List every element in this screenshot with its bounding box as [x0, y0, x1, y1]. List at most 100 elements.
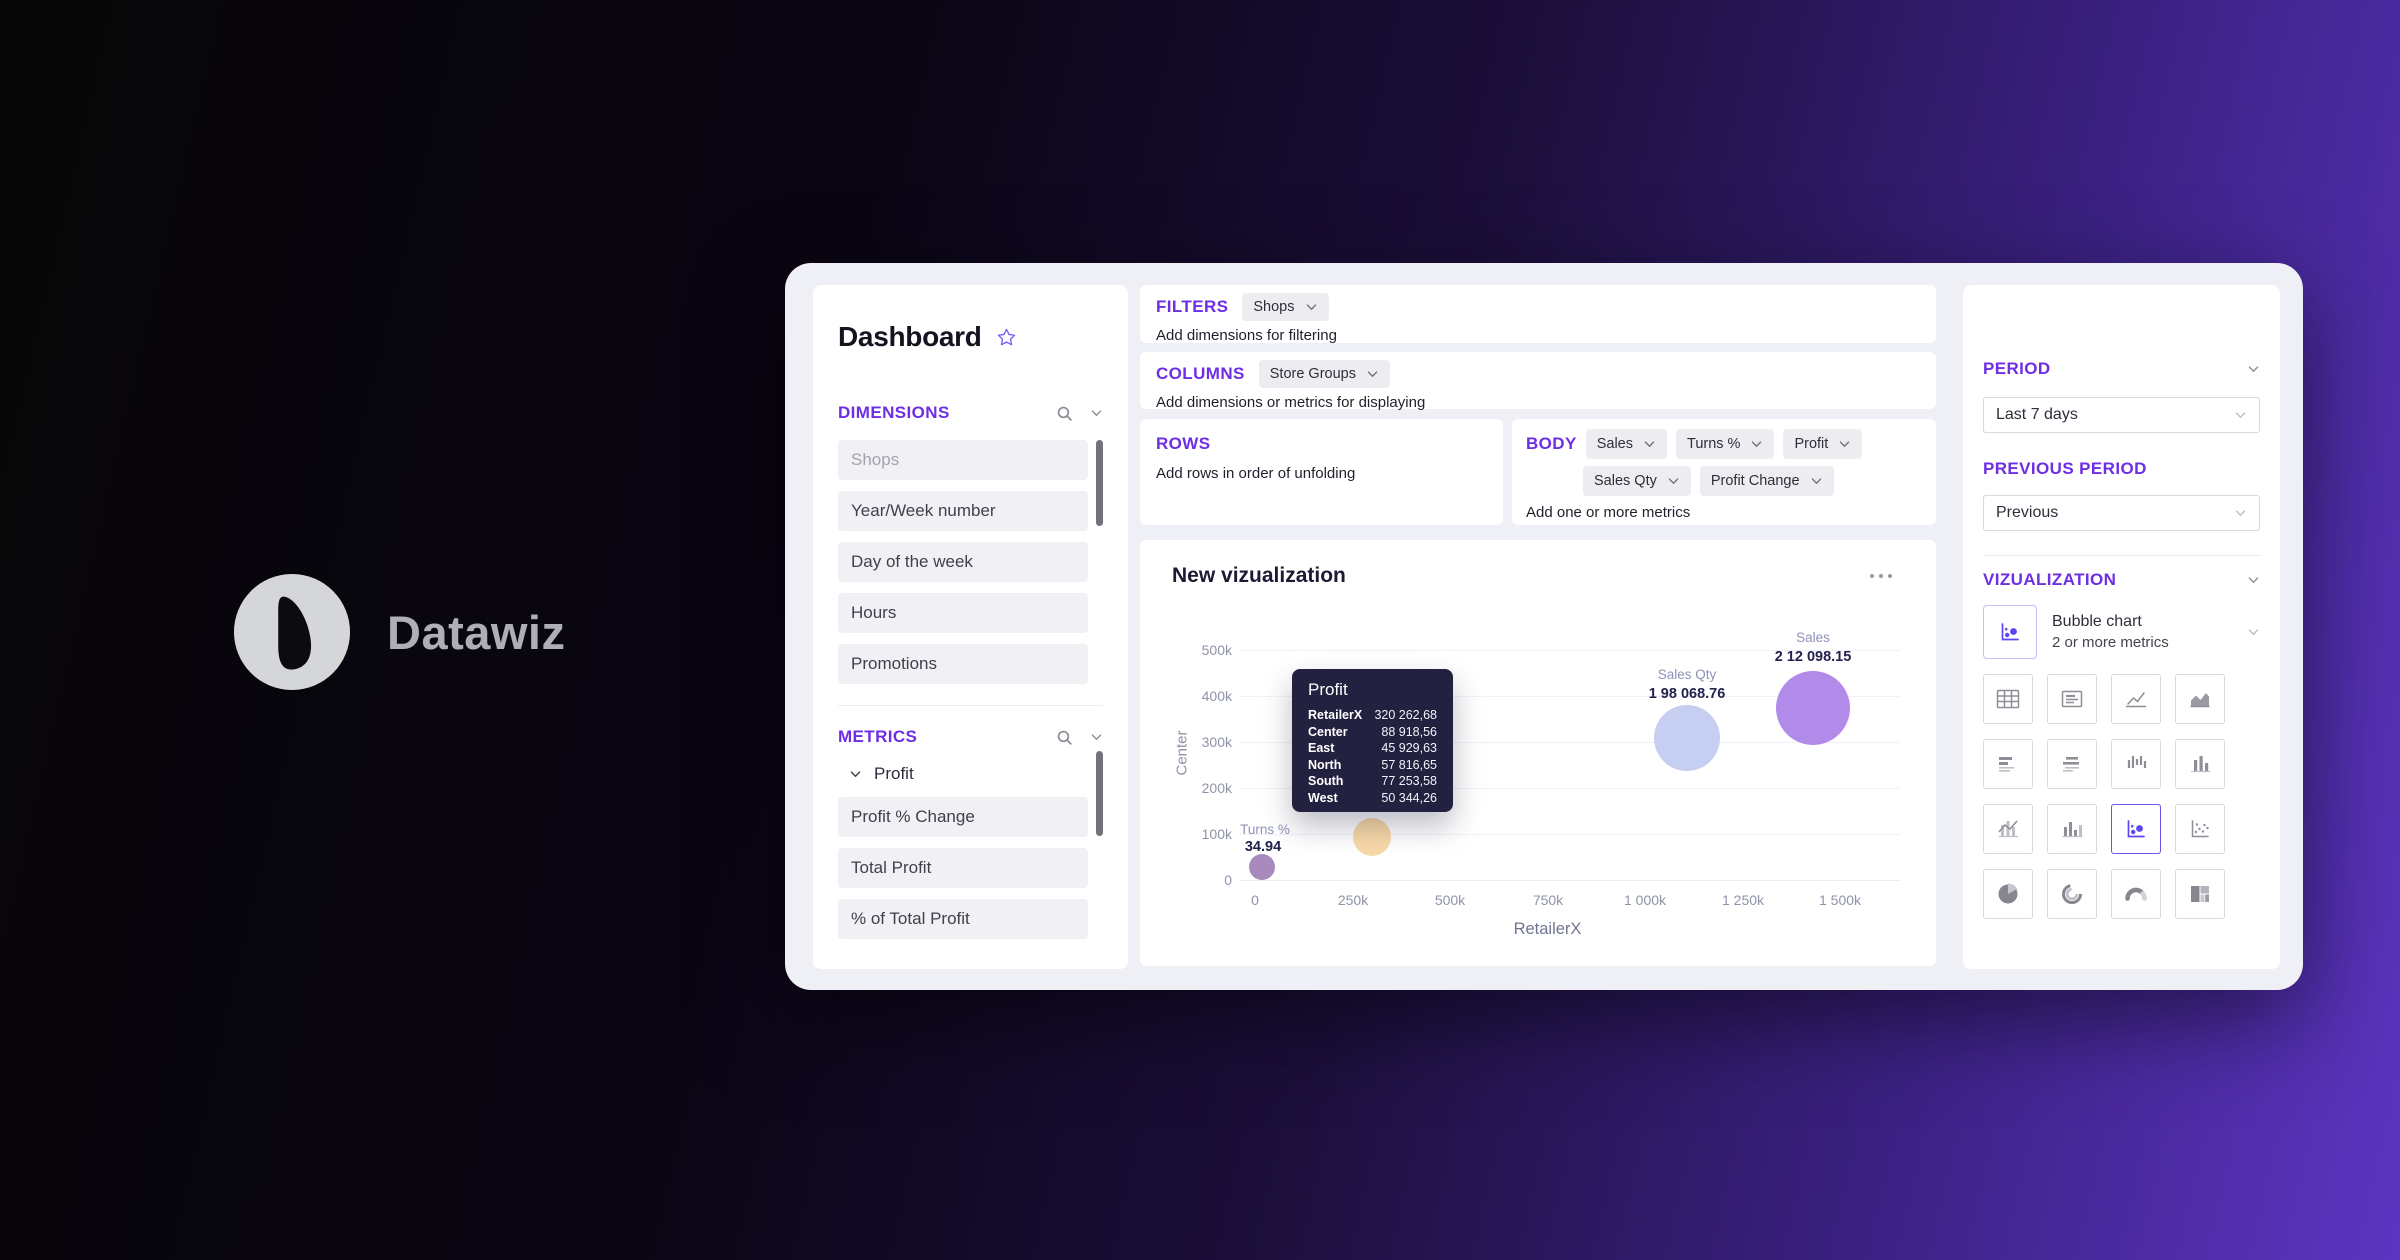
- viz-type-column-thin[interactable]: [2111, 739, 2161, 789]
- viz-type-pie-chart[interactable]: [1983, 869, 2033, 919]
- previous-period-select[interactable]: Previous: [1983, 495, 2260, 531]
- chevron-down-icon[interactable]: [1090, 407, 1103, 420]
- viz-type-area-chart[interactable]: [2175, 674, 2225, 724]
- chip-label: Shops: [1253, 299, 1295, 315]
- body-chip-sales-qty[interactable]: Sales Qty: [1583, 466, 1691, 496]
- viz-type-gauge[interactable]: [2111, 869, 2161, 919]
- donut-chart-icon: [2062, 884, 2082, 904]
- bubble-turns[interactable]: [1249, 854, 1275, 880]
- viz-type-column-grouped[interactable]: [2047, 804, 2097, 854]
- bubble-label: Sales Qty: [1657, 667, 1717, 682]
- bubble-value: 2 12 098.15: [1774, 649, 1852, 665]
- chevron-down-icon: [1306, 303, 1316, 310]
- metric-item[interactable]: Profit % Change: [838, 797, 1088, 837]
- metrics-list: Profit % Change Total Profit % of Total …: [838, 751, 1103, 939]
- bubble-profit[interactable]: [1353, 818, 1391, 856]
- rows-label: ROWS: [1156, 434, 1211, 453]
- body-chip-turns[interactable]: Turns %: [1676, 429, 1775, 459]
- viz-type-bubble-chart[interactable]: [2111, 804, 2161, 854]
- tooltip-row: RetailerX 320 262,68: [1308, 708, 1437, 722]
- filter-chip-shops[interactable]: Shops: [1242, 293, 1329, 321]
- x-tick: 500k: [1434, 892, 1466, 908]
- search-icon[interactable]: [1056, 405, 1073, 422]
- chip-label: Profit: [1794, 436, 1829, 452]
- page-title: Dashboard: [838, 321, 982, 352]
- datawiz-logo: Datawiz: [233, 573, 566, 691]
- chevron-down-icon: [1668, 477, 1679, 484]
- body-label: BODY: [1526, 434, 1577, 453]
- bubble-sales-qty[interactable]: [1654, 705, 1720, 771]
- viz-type-table[interactable]: [1983, 674, 2033, 724]
- x-tick: 1 500k: [1818, 892, 1862, 908]
- viz-type-scatter-plot[interactable]: [2175, 804, 2225, 854]
- metric-group-profit[interactable]: Profit: [849, 764, 1103, 784]
- datawiz-logo-mark: [233, 573, 351, 691]
- dimension-item[interactable]: Shops: [838, 440, 1088, 480]
- chip-label: Sales Qty: [1594, 473, 1657, 489]
- gridline: [1240, 696, 1900, 697]
- combo-chart-icon: [1998, 820, 2018, 838]
- dimension-item[interactable]: Promotions: [838, 644, 1088, 684]
- viz-type-bar-horizontal-grouped[interactable]: [2047, 739, 2097, 789]
- scrollbar[interactable]: [1096, 751, 1103, 836]
- chevron-down-icon: [2235, 509, 2246, 516]
- tooltip-row: East 45 929,63: [1308, 741, 1437, 756]
- bubble-label: Sales: [1796, 630, 1830, 645]
- metric-item[interactable]: % of Total Profit: [838, 899, 1088, 939]
- bubble-chart-icon: [2127, 820, 2145, 838]
- metric-item[interactable]: Total Profit: [838, 848, 1088, 888]
- viz-type-combo-chart[interactable]: [1983, 804, 2033, 854]
- bubble-sales[interactable]: [1776, 671, 1850, 745]
- chevron-down-icon[interactable]: [1090, 731, 1103, 744]
- dimension-item[interactable]: Hours: [838, 593, 1088, 633]
- period-value: Last 7 days: [1996, 406, 2078, 423]
- chevron-down-icon: [1367, 370, 1378, 377]
- x-tick: 250k: [1337, 892, 1369, 908]
- gauge-icon: [2125, 887, 2147, 901]
- previous-period-header: PREVIOUS PERIOD: [1983, 459, 2147, 478]
- body-card: BODY Sales Turns % Profit Sales Qty: [1512, 419, 1936, 525]
- body-chip-sales[interactable]: Sales: [1585, 429, 1667, 459]
- period-header: PERIOD: [1983, 359, 2051, 378]
- selected-viz-desc: 2 or more metrics: [2052, 634, 2169, 651]
- viz-type-line-chart[interactable]: [2111, 674, 2161, 724]
- dimension-item[interactable]: Day of the week: [838, 542, 1088, 582]
- bubble-chart-icon: [1983, 605, 2037, 659]
- search-icon[interactable]: [1056, 729, 1073, 746]
- scrollbar[interactable]: [1096, 440, 1103, 526]
- gridline: [1240, 834, 1900, 835]
- dimensions-list: Shops Year/Week number Day of the week H…: [838, 440, 1103, 684]
- chevron-down-icon[interactable]: [2247, 574, 2260, 587]
- dimension-item[interactable]: Year/Week number: [838, 491, 1088, 531]
- chevron-down-icon[interactable]: [2247, 363, 2260, 376]
- y-tick: 300k: [1201, 734, 1232, 750]
- bubble-value: 34.94: [1244, 839, 1282, 855]
- tooltip-row: South 77 253,58: [1308, 774, 1437, 789]
- sidebar-divider: [838, 705, 1103, 706]
- gridline: [1240, 788, 1900, 789]
- viz-type-treemap[interactable]: [2175, 869, 2225, 919]
- app-window: Dashboard DIMENSIONS Shops Year/Week num…: [785, 263, 2303, 990]
- viz-type-column-chart[interactable]: [2175, 739, 2225, 789]
- chevron-down-icon: [1644, 440, 1655, 447]
- column-chip-store-groups[interactable]: Store Groups: [1258, 360, 1390, 388]
- period-select[interactable]: Last 7 days: [1983, 397, 2260, 433]
- chevron-down-icon: [2248, 628, 2259, 635]
- columns-card: COLUMNS Store Groups Add dimensions or m…: [1140, 352, 1936, 411]
- sidebar: Dashboard DIMENSIONS Shops Year/Week num…: [813, 285, 1128, 969]
- favorite-star-icon[interactable]: [995, 326, 1018, 349]
- viz-type-bar-horizontal[interactable]: [1983, 739, 2033, 789]
- selected-visualization[interactable]: Bubble chart 2 or more metrics: [1983, 605, 2260, 659]
- viz-type-donut-chart[interactable]: [2047, 869, 2097, 919]
- bar-horizontal-icon: [1999, 757, 2014, 772]
- x-tick: 1 000k: [1623, 892, 1667, 908]
- body-hint: Add one or more metrics: [1526, 504, 1691, 521]
- columns-hint: Add dimensions or metrics for displaying: [1156, 394, 1426, 411]
- body-chip-profit[interactable]: Profit: [1783, 429, 1863, 459]
- y-tick: 400k: [1201, 688, 1232, 704]
- viz-type-report[interactable]: [2047, 674, 2097, 724]
- pie-chart-icon: [1998, 883, 2018, 904]
- tooltip-row: West 50 344,26: [1308, 790, 1437, 805]
- y-tick: 0: [1224, 872, 1232, 888]
- body-chip-profit-change[interactable]: Profit Change: [1699, 466, 1834, 496]
